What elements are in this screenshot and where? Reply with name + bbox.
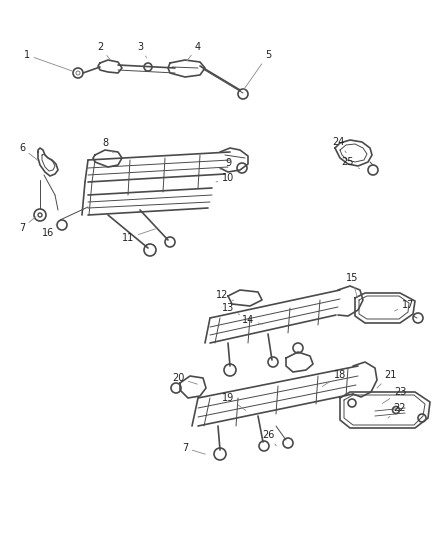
- Text: 17: 17: [395, 300, 414, 311]
- Text: 15: 15: [346, 273, 358, 297]
- Text: 2: 2: [97, 42, 110, 60]
- Text: 9: 9: [220, 158, 231, 169]
- Text: 16: 16: [42, 224, 56, 238]
- Text: 3: 3: [137, 42, 147, 58]
- Text: 20: 20: [172, 373, 198, 384]
- Text: 4: 4: [187, 42, 201, 61]
- Text: 7: 7: [19, 217, 36, 233]
- Text: 26: 26: [262, 430, 276, 446]
- Text: 23: 23: [382, 387, 406, 403]
- Text: 10: 10: [216, 173, 234, 183]
- Text: 18: 18: [322, 370, 346, 386]
- Text: 8: 8: [102, 138, 113, 153]
- Text: 7: 7: [182, 443, 205, 454]
- Text: 1: 1: [24, 50, 72, 71]
- Text: 22: 22: [388, 403, 406, 418]
- Text: 24: 24: [332, 137, 346, 153]
- Text: 14: 14: [242, 315, 262, 325]
- Text: 5: 5: [244, 50, 271, 90]
- Text: 19: 19: [222, 393, 246, 410]
- Text: 6: 6: [19, 143, 38, 160]
- Text: 21: 21: [377, 370, 396, 388]
- Text: 11: 11: [122, 229, 155, 243]
- Text: 13: 13: [222, 303, 240, 314]
- Text: 12: 12: [216, 290, 233, 301]
- Text: 25: 25: [342, 157, 360, 168]
